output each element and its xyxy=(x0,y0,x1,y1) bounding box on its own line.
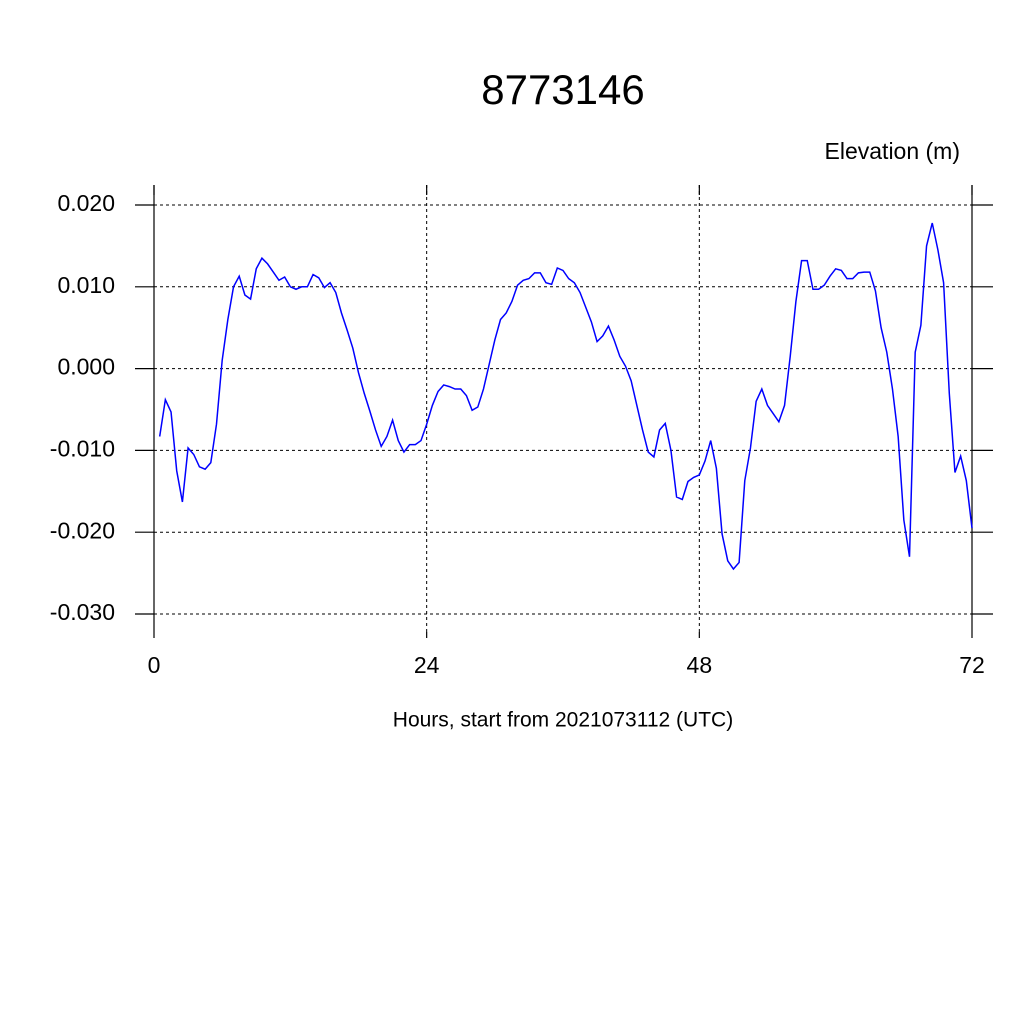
x-tick-label: 48 xyxy=(687,652,713,678)
y-tick-label: -0.030 xyxy=(50,599,115,625)
y-tick-label: 0.010 xyxy=(57,272,115,298)
y-axis-label: Elevation (m) xyxy=(825,138,960,164)
x-tick-label: 24 xyxy=(414,652,440,678)
x-axis-label: Hours, start from 2021073112 (UTC) xyxy=(393,709,733,732)
chart-title: 8773146 xyxy=(481,66,645,113)
data-line xyxy=(158,222,973,571)
y-tick-label: -0.020 xyxy=(50,517,115,543)
y-tick-label: 0.000 xyxy=(57,354,115,380)
y-tick-label: 0.020 xyxy=(57,190,115,216)
x-tick-label: 72 xyxy=(959,652,985,678)
x-tick-label: 0 xyxy=(148,652,161,678)
y-tick-label: -0.010 xyxy=(50,435,115,461)
